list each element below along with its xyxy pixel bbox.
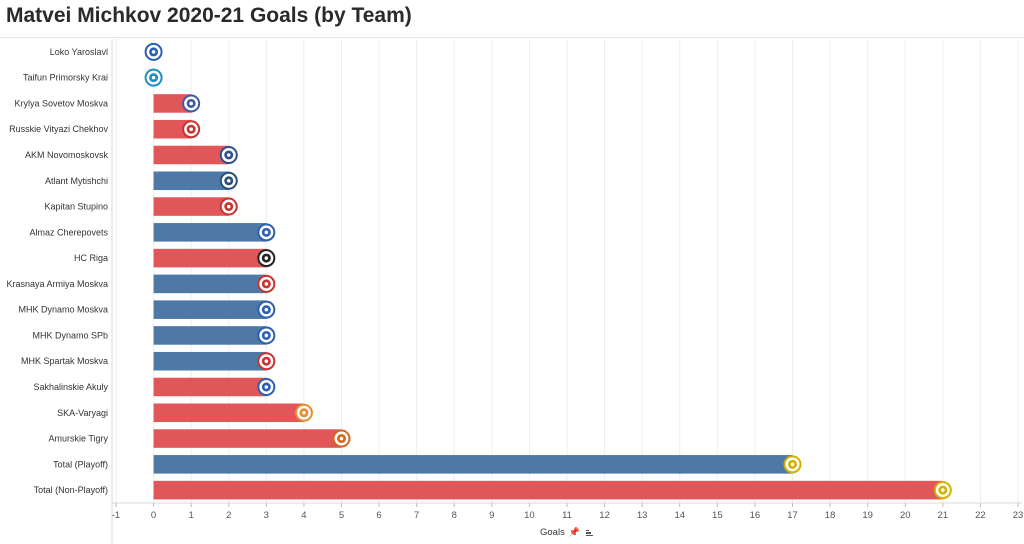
x-tick-label: 14 — [674, 510, 685, 521]
category-labels: Loko Yaroslavl Taifun Primorsky Krai Kryly… — [6, 47, 108, 495]
category-label: MHK Dynamo SPb — [32, 330, 108, 340]
x-axis-title-area: Goals 📌 — [540, 527, 640, 538]
bar[interactable] — [153, 455, 793, 474]
x-tick-label: 11 — [562, 510, 572, 521]
team-logo-icon — [257, 223, 276, 242]
team-logo-icon — [257, 274, 276, 293]
x-tick-label: 5 — [339, 510, 344, 521]
team-logo-icon — [219, 197, 238, 216]
title-divider — [0, 37, 1024, 38]
x-tick-label: 19 — [862, 510, 873, 521]
category-label: Total (Playoff) — [53, 459, 108, 469]
x-tick-label: 9 — [489, 510, 494, 521]
category-label: Sakhalinskie Akuly — [33, 382, 108, 392]
category-label: Amurskie Tigry — [48, 434, 108, 444]
category-label: Kapitan Stupino — [44, 202, 108, 212]
category-label: HC Riga — [74, 253, 108, 263]
x-tick-label: 6 — [376, 510, 381, 521]
x-tick-label: 23 — [1013, 510, 1024, 521]
x-tick-label: 10 — [524, 510, 535, 521]
x-tick-label: 7 — [414, 510, 419, 521]
x-tick-label: 18 — [825, 510, 836, 521]
team-logo-icon — [182, 94, 201, 113]
category-label: Loko Yaroslavl — [50, 47, 108, 57]
x-tick-label: 22 — [975, 510, 986, 521]
bar[interactable] — [153, 248, 267, 268]
category-label: Krasnaya Armiya Moskva — [6, 279, 108, 289]
category-label: MHK Dynamo Moskva — [18, 305, 108, 315]
bar[interactable] — [153, 274, 267, 294]
bars — [153, 94, 943, 500]
team-logo-icon — [257, 326, 276, 345]
x-tick-label: 2 — [226, 510, 231, 521]
bar[interactable] — [153, 197, 229, 216]
bar[interactable] — [153, 300, 267, 319]
team-logo-icon — [257, 249, 276, 268]
x-tick-label: 1 — [189, 510, 194, 521]
x-tick-label: 12 — [599, 510, 610, 521]
category-label: Almaz Cherepovets — [29, 227, 108, 237]
x-tick-label: 13 — [637, 510, 648, 521]
team-logo-icon — [182, 120, 201, 139]
bar[interactable] — [153, 171, 229, 191]
team-logo-icon — [783, 455, 802, 474]
bar[interactable] — [153, 429, 342, 448]
team-logo-icon — [933, 481, 952, 500]
x-tick-label: -1 — [112, 510, 120, 521]
category-label: Total (Non-Playoff) — [34, 485, 108, 495]
bar[interactable] — [153, 94, 192, 113]
bar[interactable] — [153, 351, 267, 371]
x-tick-label: 3 — [264, 510, 269, 521]
team-logo-icon — [332, 429, 351, 448]
bar[interactable] — [153, 223, 267, 242]
team-logos — [144, 42, 952, 500]
team-logo-icon — [219, 171, 238, 190]
category-label: Taifun Primorsky Krai — [23, 73, 108, 83]
bar[interactable] — [153, 480, 943, 500]
team-logo-icon — [219, 146, 238, 164]
team-logo-icon — [144, 42, 163, 61]
x-tick-label: 8 — [452, 510, 457, 521]
bar[interactable] — [153, 403, 304, 423]
pin-icon[interactable]: 📌 — [568, 527, 581, 537]
category-label: Atlant Mytishchi — [45, 176, 108, 186]
x-tick-label: 0 — [151, 510, 156, 521]
chart-title: Matvei Michkov 2020-21 Goals (by Team) — [6, 4, 412, 27]
category-label: Krylya Sovetov Moskva — [14, 98, 108, 108]
x-tick-label: 4 — [301, 510, 306, 521]
team-logo-icon — [257, 300, 276, 319]
bar[interactable] — [153, 326, 267, 345]
bar[interactable] — [153, 377, 267, 397]
category-label: AKM Novomoskovsk — [25, 150, 109, 160]
category-label: SKA-Varyagi — [57, 408, 108, 418]
x-tick-label: 15 — [712, 510, 723, 521]
team-logo-icon — [257, 352, 276, 371]
team-logo-icon — [144, 68, 163, 87]
category-label: Russkie Vityazi Chekhov — [9, 124, 108, 134]
x-tick-label: 20 — [900, 510, 911, 521]
x-tick-label: 16 — [750, 510, 761, 521]
bar[interactable] — [153, 119, 192, 139]
team-logo-icon — [294, 403, 313, 422]
x-tick-label: 17 — [787, 510, 798, 521]
x-tick-label: 21 — [938, 510, 949, 521]
sort-icon[interactable] — [584, 529, 594, 537]
bar[interactable] — [153, 145, 229, 165]
x-axis-ticks: -1 0 1 2 3 4 5 6 7 8 9 10 11 12 13 14 15 16 17 18 19 20 21 22 23 — [112, 503, 1024, 521]
grid-lines — [111, 39, 1022, 544]
x-axis-title: Goals — [540, 527, 565, 538]
category-label: MHK Spartak Moskva — [21, 356, 108, 366]
team-logo-icon — [257, 378, 276, 396]
